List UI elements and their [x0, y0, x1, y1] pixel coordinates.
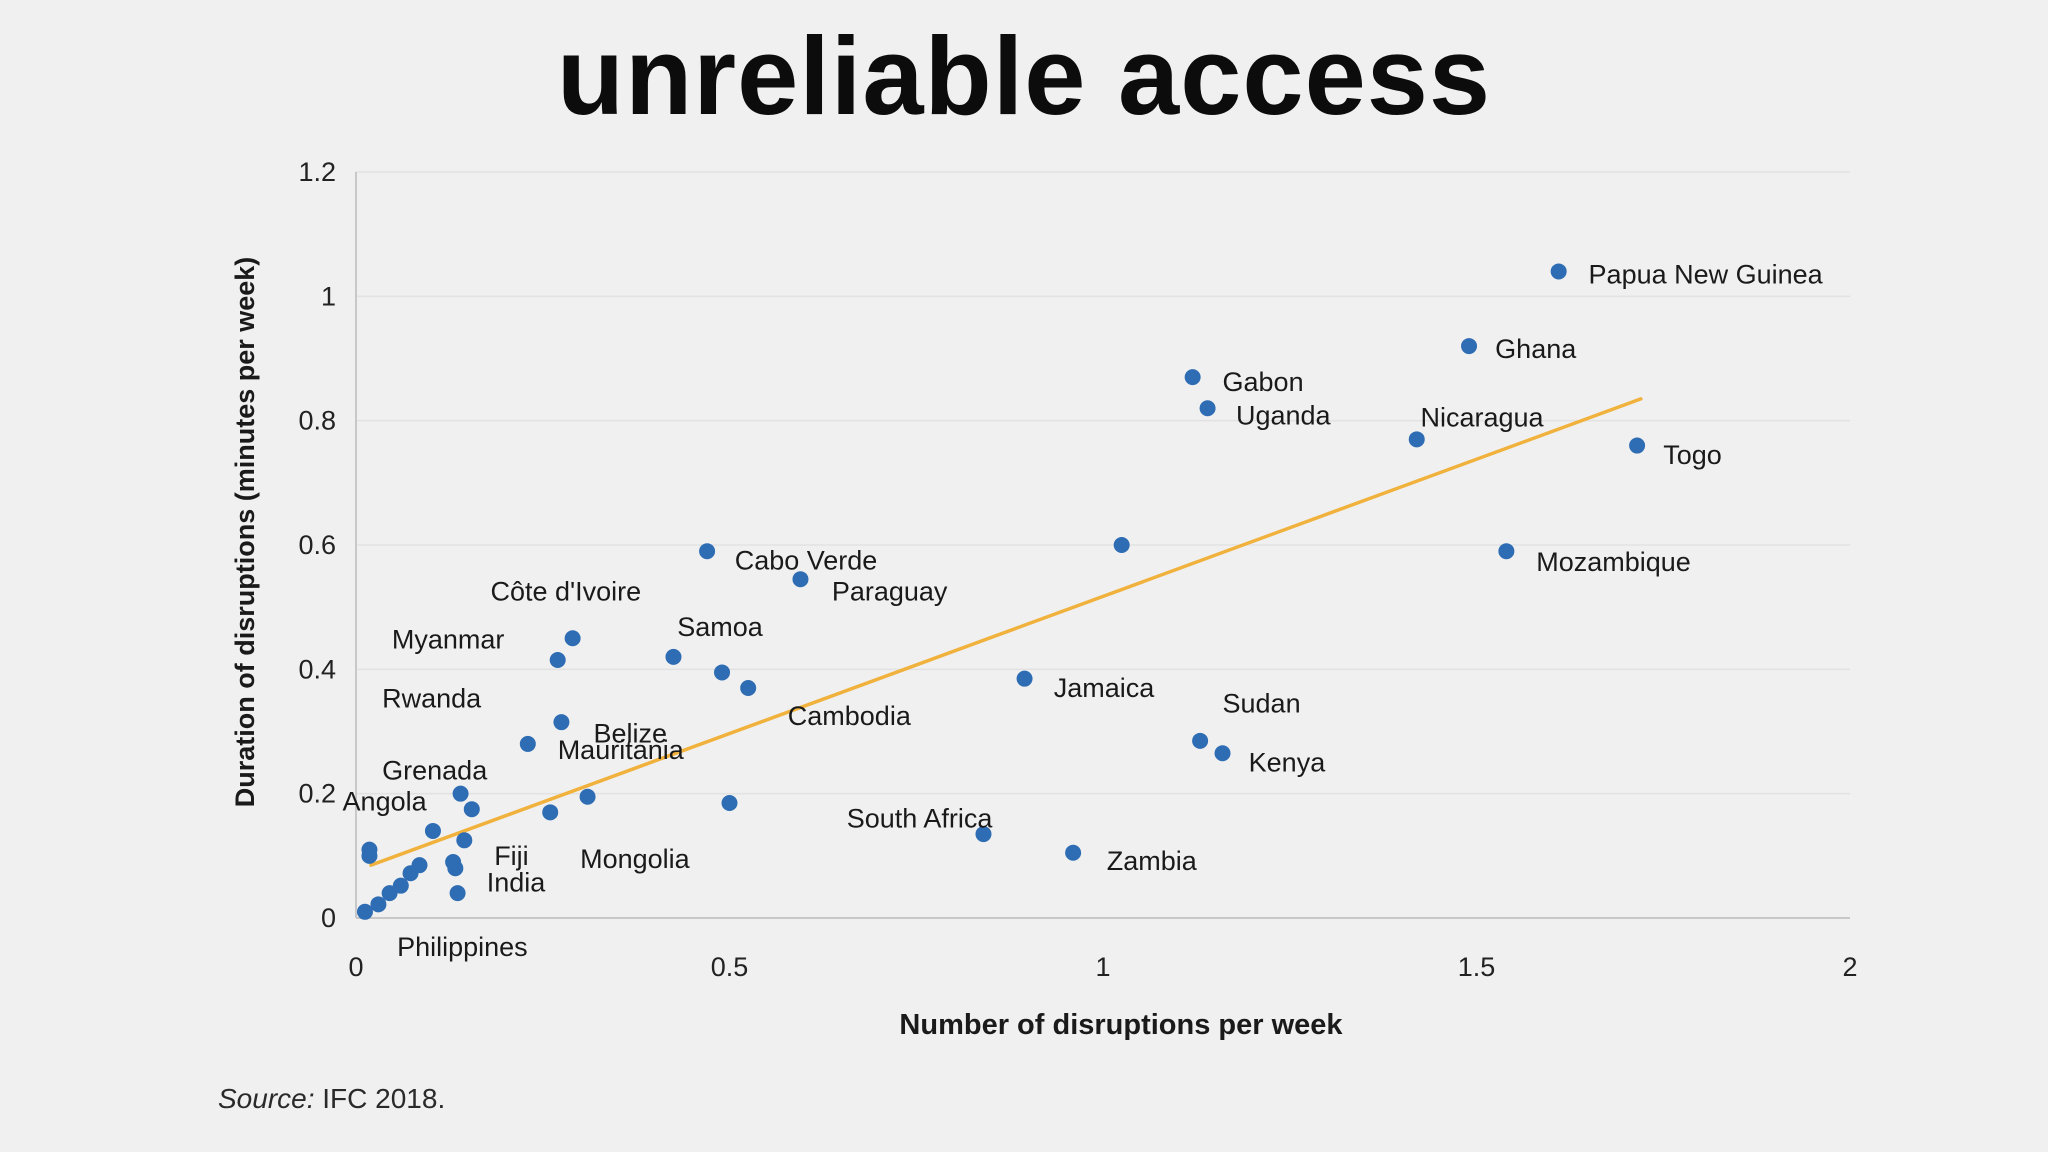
- data-point: [549, 652, 566, 669]
- country-label: Sudan: [1223, 689, 1301, 719]
- data-point: [452, 785, 469, 802]
- data-point: [564, 630, 581, 647]
- country-label: Rwanda: [382, 684, 482, 714]
- y-tick-label: 0.4: [298, 654, 336, 684]
- data-point: [1629, 437, 1646, 454]
- data-point: [1408, 431, 1425, 448]
- country-label: Angola: [343, 787, 428, 817]
- data-point: [1214, 745, 1231, 762]
- data-point: [370, 896, 387, 913]
- tick-labels: 0 0.2 0.4 0.6 0.8 1 1.2 0 0.5 1 1.5 2: [298, 157, 1857, 982]
- country-label: Papua New Guinea: [1589, 260, 1824, 290]
- data-points: [356, 263, 1646, 920]
- data-point: [553, 714, 570, 731]
- data-point: [542, 804, 559, 821]
- data-point: [1184, 369, 1201, 386]
- data-point: [792, 571, 809, 588]
- data-point: [1065, 844, 1082, 861]
- data-point: [740, 679, 757, 696]
- country-label: Belize: [594, 718, 668, 748]
- country-label: South Africa: [847, 804, 994, 834]
- y-tick-label: 0.2: [298, 779, 336, 809]
- data-point: [1016, 670, 1033, 687]
- data-point: [714, 664, 731, 681]
- data-point: [456, 832, 473, 849]
- x-tick-label: 0.5: [711, 952, 749, 982]
- data-point: [1199, 400, 1216, 417]
- data-point: [579, 788, 596, 805]
- source-text: IFC 2018.: [322, 1083, 446, 1114]
- trendline-group: [369, 397, 1643, 867]
- country-label: Mongolia: [580, 844, 691, 874]
- source-label: Source:: [218, 1083, 315, 1114]
- data-point: [1498, 543, 1515, 560]
- y-axis-title: Duration of disruptions (minutes per wee…: [230, 257, 260, 808]
- source-note: Source: IFC 2018.: [218, 1083, 445, 1115]
- country-label: Gabon: [1223, 367, 1304, 397]
- data-point: [381, 885, 398, 902]
- country-label: Cambodia: [788, 701, 912, 731]
- y-tick-label: 1.2: [298, 157, 336, 187]
- country-label: Grenada: [382, 756, 488, 786]
- country-label: Myanmar: [392, 624, 505, 654]
- country-label: Jamaica: [1054, 673, 1156, 703]
- country-label: Nicaragua: [1420, 403, 1544, 433]
- country-label: Zambia: [1107, 846, 1198, 876]
- data-point: [699, 543, 716, 560]
- data-point: [519, 735, 536, 752]
- data-point: [447, 860, 464, 877]
- data-point: [402, 865, 419, 882]
- country-label: Ghana: [1495, 334, 1577, 364]
- y-tick-label: 0.8: [298, 406, 336, 436]
- data-point: [463, 801, 480, 818]
- country-label: Togo: [1663, 440, 1722, 470]
- x-tick-label: 2: [1842, 952, 1857, 982]
- country-label: Mauritania: [558, 735, 685, 765]
- country-label: Kenya: [1249, 748, 1327, 778]
- data-point: [1113, 537, 1130, 553]
- country-label: Paraguay: [832, 577, 948, 607]
- country-labels: Papua New Guinea Ghana Gabon Uganda Nicaragu…: [343, 260, 1824, 963]
- trendline: [369, 397, 1643, 867]
- data-point: [1192, 732, 1209, 749]
- country-label: Uganda: [1236, 401, 1332, 431]
- data-point: [424, 822, 441, 839]
- country-label: Samoa: [677, 612, 764, 642]
- country-label: Philippines: [397, 932, 528, 962]
- x-tick-label: 0: [348, 952, 363, 982]
- data-point: [361, 847, 378, 864]
- country-label: Cabo Verde: [735, 546, 878, 576]
- x-tick-label: 1: [1095, 952, 1110, 982]
- country-label: Mozambique: [1536, 547, 1691, 577]
- data-point: [356, 903, 373, 920]
- data-point: [721, 794, 738, 811]
- slide-title: unreliable access: [556, 15, 1492, 138]
- y-tick-label: 1: [321, 281, 336, 311]
- data-point: [449, 885, 466, 902]
- data-point: [1550, 263, 1567, 280]
- data-point: [1461, 338, 1478, 355]
- data-point: [665, 648, 682, 665]
- x-axis-title: Number of disruptions per week: [899, 1009, 1343, 1041]
- x-tick-label: 1.5: [1458, 952, 1496, 982]
- country-label: Fiji: [494, 841, 529, 871]
- data-point: [975, 826, 992, 843]
- country-label: Côte d'Ivoire: [490, 577, 641, 607]
- country-label: India: [487, 868, 547, 898]
- axes: [355, 172, 1850, 919]
- gridlines: [356, 171, 1850, 795]
- y-tick-label: 0: [321, 903, 336, 933]
- y-tick-label: 0.6: [298, 530, 336, 560]
